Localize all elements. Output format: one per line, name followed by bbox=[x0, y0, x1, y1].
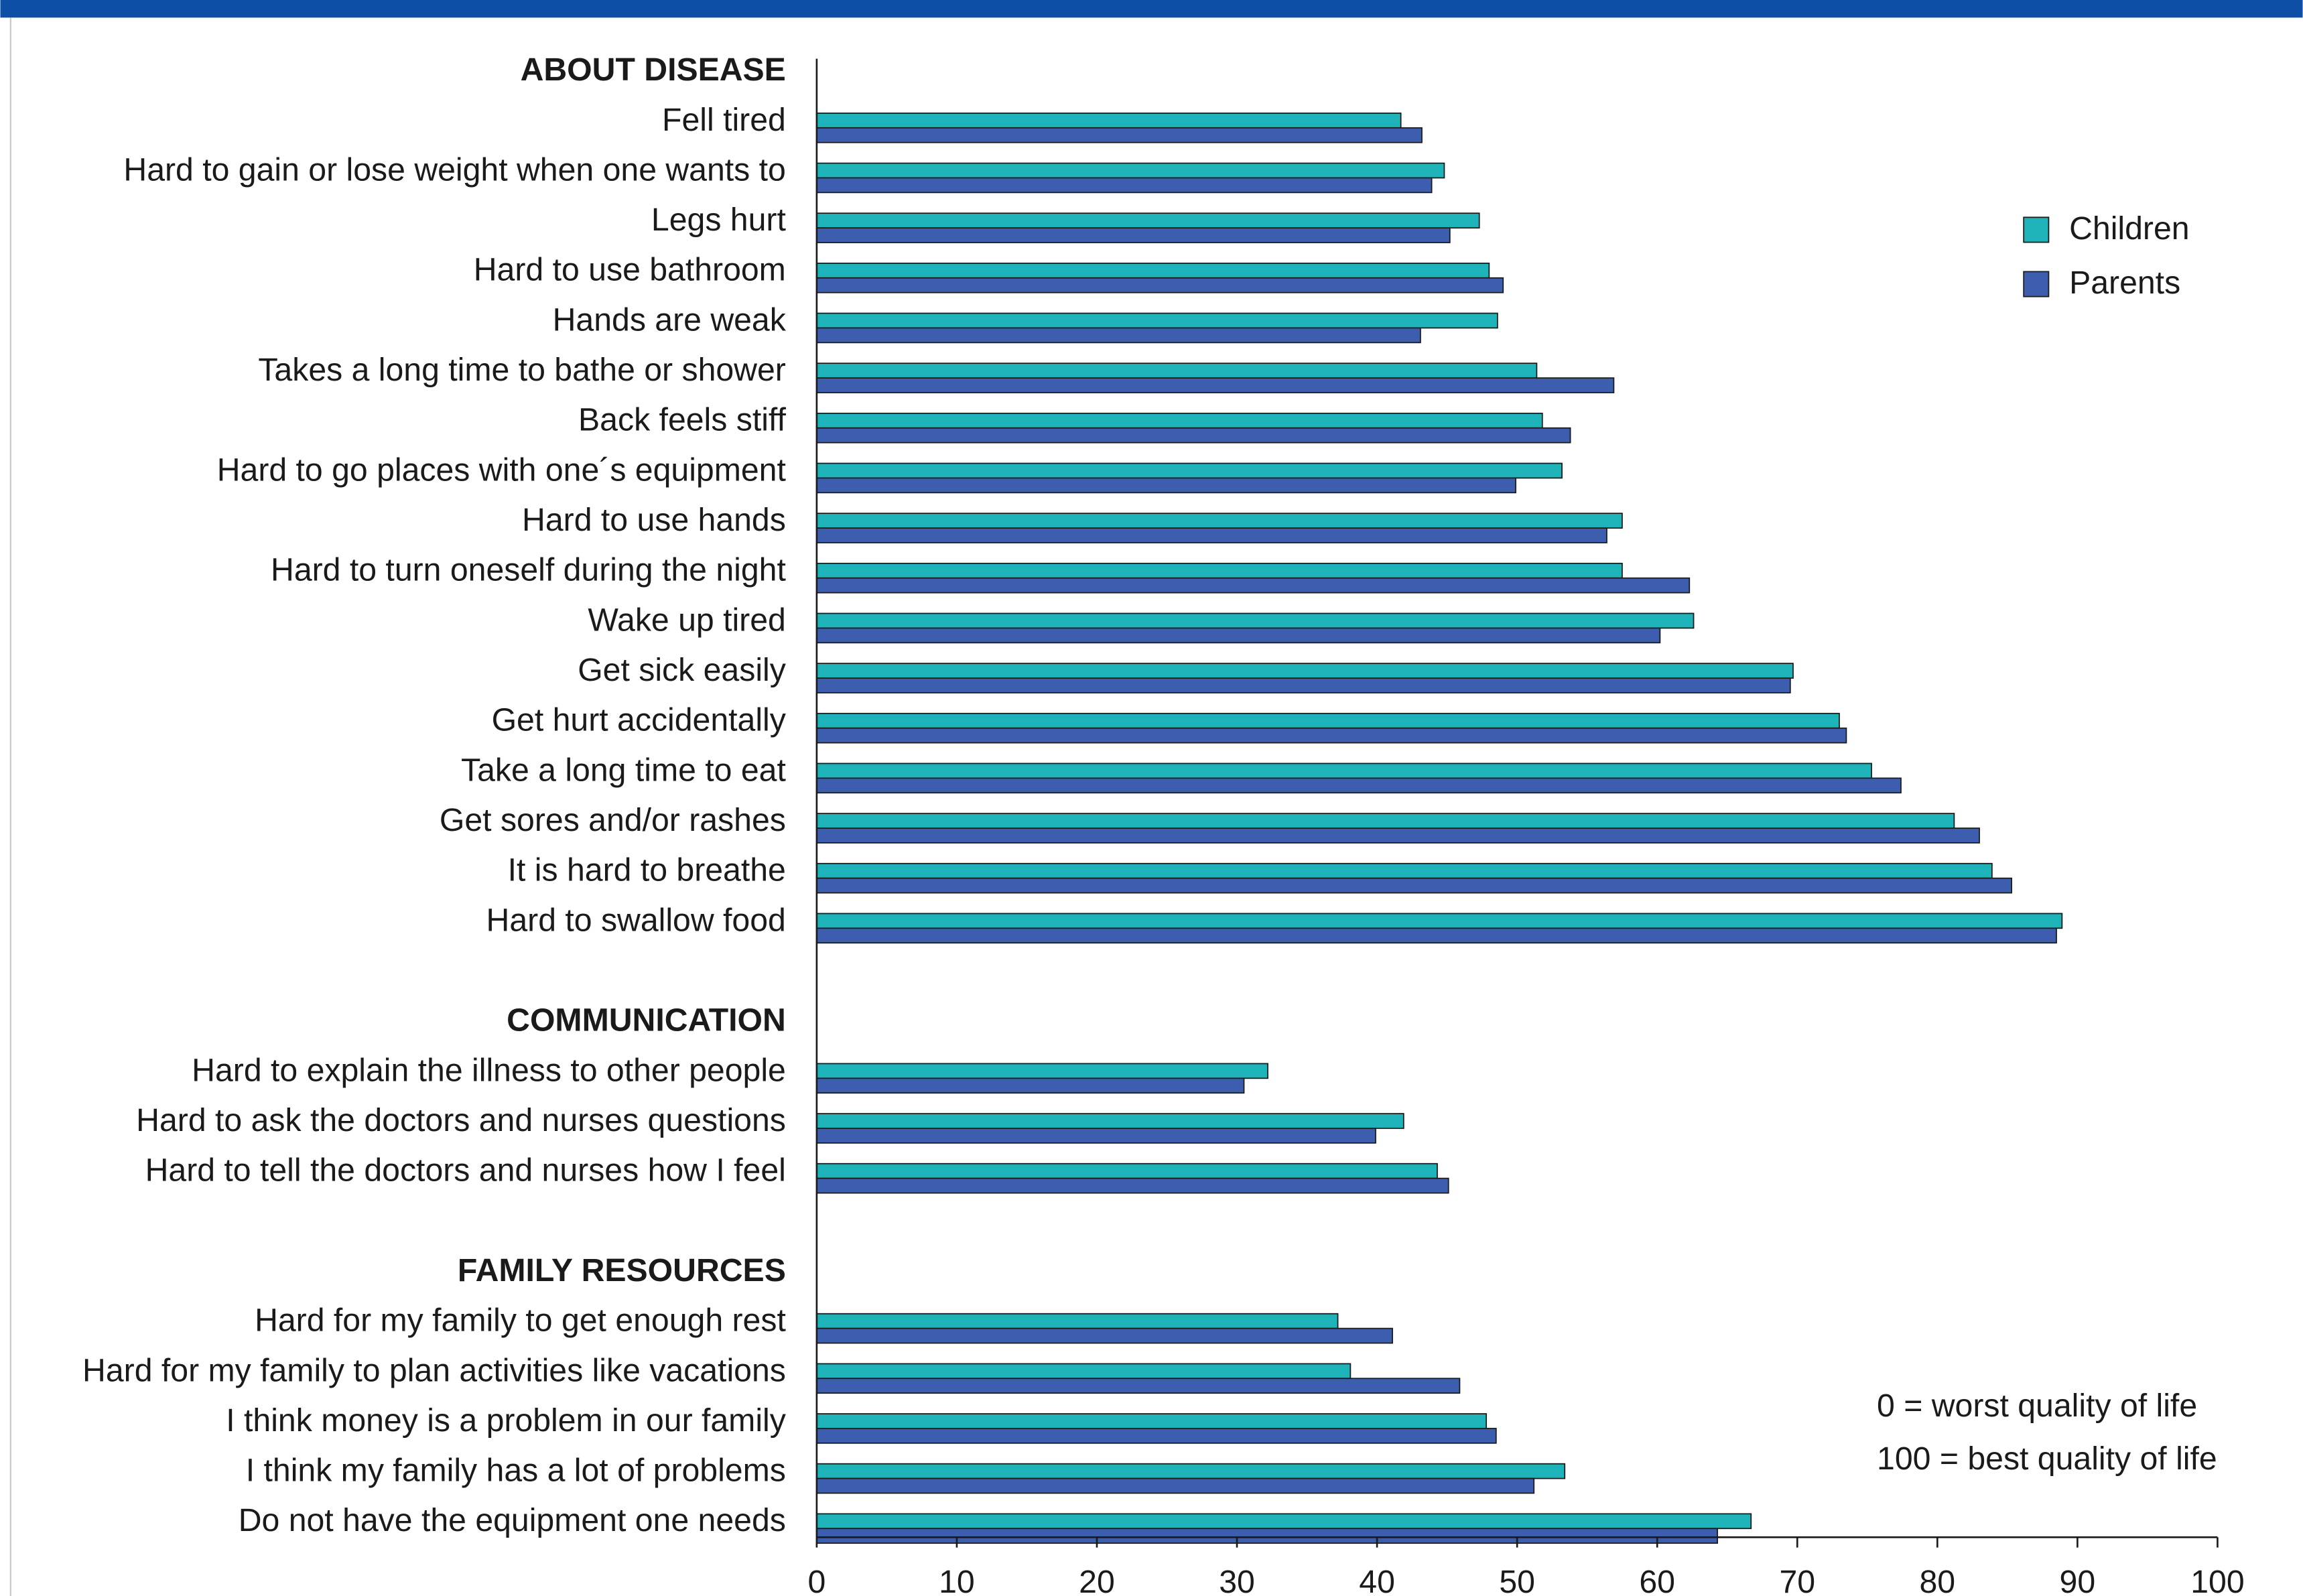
bar bbox=[815, 612, 1695, 629]
bar bbox=[815, 1378, 1461, 1394]
category-label: I think my family has a lot of problems bbox=[246, 1453, 786, 1489]
bar bbox=[815, 862, 1993, 879]
category-label: Hard to swallow food bbox=[486, 902, 786, 938]
bar bbox=[815, 162, 1445, 179]
x-tick-label: 60 bbox=[1639, 1564, 1675, 1596]
bar bbox=[815, 1428, 1497, 1444]
bar bbox=[815, 1162, 1438, 1179]
category-label: Hands are weak bbox=[553, 302, 787, 338]
bar bbox=[815, 577, 1691, 594]
category-label: Get hurt accidentally bbox=[492, 702, 786, 738]
x-tick-label: 50 bbox=[1499, 1564, 1535, 1596]
x-tick-label: 100 bbox=[2190, 1564, 2244, 1596]
x-tick-label: 70 bbox=[1779, 1564, 1815, 1596]
bar bbox=[815, 1113, 1404, 1129]
category-label: Do not have the equipment one needs bbox=[239, 1502, 786, 1538]
bar bbox=[815, 113, 1402, 129]
bar bbox=[815, 1313, 1339, 1329]
category-label: Legs hurt bbox=[651, 202, 787, 238]
section-header: ABOUT DISEASE bbox=[521, 52, 786, 88]
bar bbox=[815, 1063, 1268, 1079]
bar bbox=[815, 1413, 1488, 1429]
category-label: Hard to go places with one´s equipment bbox=[217, 452, 787, 488]
category-label: Wake up tired bbox=[588, 602, 786, 638]
bar bbox=[815, 712, 1840, 729]
legend-swatch bbox=[2023, 271, 2050, 297]
bar bbox=[815, 1463, 1566, 1479]
bar bbox=[815, 527, 1607, 543]
legend-label: Children bbox=[2069, 210, 2189, 247]
bar bbox=[815, 777, 1902, 794]
annotation: 0 = worst quality of life bbox=[1877, 1388, 2197, 1424]
category-label: Hard to tell the doctors and nurses how … bbox=[145, 1152, 786, 1189]
section-header: COMMUNICATION bbox=[507, 1002, 786, 1039]
bar bbox=[815, 663, 1794, 679]
bar bbox=[815, 513, 1623, 529]
bar bbox=[815, 927, 2057, 944]
x-tick-label: 0 bbox=[807, 1564, 826, 1596]
category-label: Get sick easily bbox=[578, 652, 786, 688]
section-header: FAMILY RESOURCES bbox=[458, 1252, 786, 1288]
bar bbox=[815, 1363, 1352, 1380]
category-label: Takes a long time to bathe or shower bbox=[258, 352, 786, 388]
bar bbox=[815, 1128, 1376, 1144]
category-label: Hard for my family to get enough rest bbox=[255, 1303, 786, 1339]
bar bbox=[815, 227, 1451, 243]
bar bbox=[815, 1327, 1393, 1344]
bar bbox=[815, 813, 1955, 829]
category-label: Hard for my family to plan activities li… bbox=[82, 1352, 786, 1388]
bar bbox=[815, 827, 1980, 844]
bar bbox=[815, 562, 1623, 579]
bar bbox=[815, 362, 1538, 379]
bar bbox=[815, 177, 1433, 194]
category-label: Fell tired bbox=[662, 102, 786, 138]
bar bbox=[815, 762, 1872, 779]
category-label: Take a long time to eat bbox=[461, 752, 786, 788]
category-label: Hard to use bathroom bbox=[474, 252, 786, 288]
bar bbox=[815, 877, 2012, 894]
annotation: 100 = best quality of life bbox=[1877, 1441, 2217, 1477]
bar bbox=[815, 477, 1516, 494]
category-label: I think money is a problem in our family bbox=[226, 1402, 786, 1439]
legend-label: Parents bbox=[2069, 265, 2180, 301]
bar bbox=[815, 127, 1423, 143]
x-tick-label: 10 bbox=[939, 1564, 975, 1596]
bar bbox=[815, 1513, 1752, 1530]
bar bbox=[815, 913, 2063, 929]
bar bbox=[815, 627, 1661, 644]
bar bbox=[815, 1077, 1245, 1094]
x-tick-label: 30 bbox=[1219, 1564, 1255, 1596]
bar bbox=[815, 677, 1791, 693]
bar bbox=[815, 212, 1480, 228]
bar bbox=[815, 1528, 1718, 1544]
legend-swatch bbox=[2023, 216, 2050, 243]
x-tick-label: 20 bbox=[1079, 1564, 1115, 1596]
bar bbox=[815, 262, 1490, 279]
x-tick-label: 40 bbox=[1359, 1564, 1395, 1596]
category-label: Hard to gain or lose weight when one wan… bbox=[123, 151, 785, 188]
category-label: Back feels stiff bbox=[578, 402, 786, 438]
category-label: Get sores and/or rashes bbox=[440, 802, 786, 838]
bar bbox=[815, 727, 1847, 744]
bar bbox=[815, 277, 1504, 293]
category-label: Hard to use hands bbox=[522, 502, 786, 538]
x-tick-label: 80 bbox=[1920, 1564, 1956, 1596]
category-label: Hard to explain the illness to other peo… bbox=[192, 1052, 786, 1088]
bar bbox=[815, 312, 1498, 329]
x-tick-label: 90 bbox=[2060, 1564, 2096, 1596]
bar bbox=[815, 412, 1543, 429]
bar bbox=[815, 1177, 1449, 1194]
bar bbox=[815, 377, 1615, 393]
category-label: It is hard to breathe bbox=[508, 852, 786, 888]
category-label: Hard to ask the doctors and nurses quest… bbox=[136, 1102, 786, 1138]
top-banner bbox=[0, 0, 2303, 18]
bar bbox=[815, 1477, 1535, 1494]
bar bbox=[815, 327, 1421, 344]
bar bbox=[815, 427, 1571, 444]
bar bbox=[815, 462, 1563, 479]
category-label: Hard to turn oneself during the night bbox=[271, 552, 786, 588]
